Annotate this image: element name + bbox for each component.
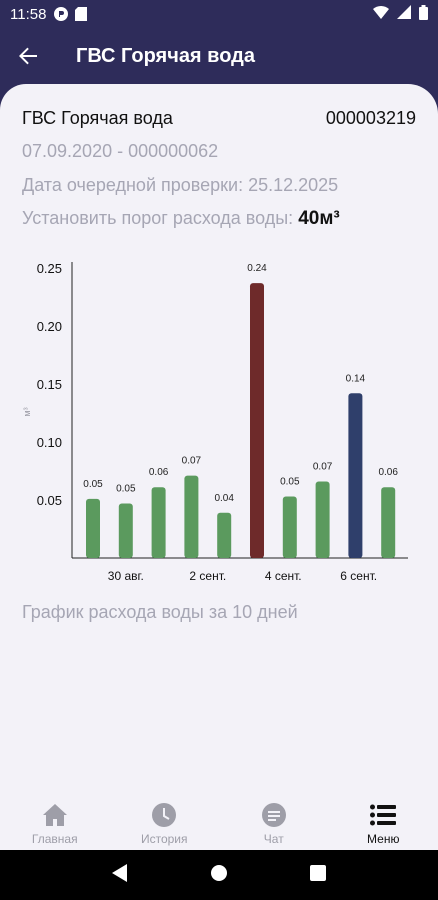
- meter-header-row: ГВС Горячая вода 000003219: [22, 108, 416, 129]
- signal-icon: [397, 5, 411, 23]
- bar: [184, 475, 199, 558]
- meter-date-line: 07.09.2020 - 000000062: [22, 141, 219, 161]
- consumption-chart: м³ 0.05 0.10 0.15 0.20 0.25 0.05 0.05 0.06 0.07 0.…: [22, 261, 408, 583]
- app-notification-icon: [54, 7, 69, 21]
- clock-icon: [151, 802, 177, 828]
- x-tick-label: 30 авг.: [108, 569, 144, 583]
- x-tick-label: 4 сент.: [265, 569, 302, 583]
- bar-value-label: 0.07: [182, 456, 202, 467]
- square-recents-icon: [310, 864, 327, 881]
- nav-label-history: История: [140, 832, 188, 846]
- chart-caption: График расхода воды за 10 дней: [22, 602, 298, 622]
- app-bar: ГВС Горячая вода: [0, 28, 438, 84]
- bar-value-label: 0.05: [83, 479, 103, 490]
- y-tick-label: 0.25: [37, 261, 62, 276]
- content-sheet: ГВС Горячая вода 000003219 07.09.2020 - …: [0, 84, 438, 850]
- bar-value-label: 0.07: [313, 461, 333, 472]
- bar: [151, 487, 166, 558]
- system-navigation-bar: [0, 850, 438, 900]
- triangle-back-icon: [111, 863, 127, 882]
- system-recents-button[interactable]: [310, 864, 327, 886]
- x-tick-label: 6 сент.: [340, 569, 377, 583]
- bar: [86, 498, 100, 558]
- nav-item-chat[interactable]: Чат: [219, 796, 329, 850]
- x-tick-label: 2 сент.: [189, 569, 226, 583]
- menu-icon: [370, 802, 397, 828]
- system-back-button[interactable]: [111, 863, 128, 887]
- bar: [118, 503, 133, 558]
- threshold-row[interactable]: Установить порог расхода воды: 40м³: [22, 208, 340, 230]
- bar-value-label: 0.14: [346, 373, 366, 384]
- wifi-icon: [373, 5, 389, 23]
- nav-item-history[interactable]: История: [110, 796, 220, 850]
- nav-label-home: Главная: [31, 832, 78, 846]
- status-time: 11:58: [10, 5, 47, 23]
- chat-icon: [261, 802, 287, 828]
- nav-item-menu[interactable]: Меню: [329, 796, 438, 850]
- meter-number: 000003219: [325, 108, 416, 128]
- bar-value-label: 0.05: [116, 483, 136, 494]
- bar: [217, 512, 232, 558]
- page-title: ГВС Горячая вода: [76, 44, 255, 67]
- circle-home-icon: [210, 864, 227, 881]
- sd-card-icon: [74, 7, 88, 21]
- nav-item-home[interactable]: Главная: [0, 796, 110, 850]
- bar-value-label: 0.06: [149, 467, 169, 478]
- home-icon: [42, 802, 68, 828]
- bar-value-label: 0.24: [247, 263, 267, 274]
- y-tick-label: 0.05: [37, 493, 62, 508]
- bar-value-label: 0.04: [214, 493, 234, 504]
- y-tick-label: 0.10: [37, 435, 62, 450]
- bottom-navigation: Главная История Чат Меню: [0, 796, 438, 850]
- bar-value-label: 0.06: [378, 467, 398, 478]
- y-axis-label: м³: [22, 407, 32, 416]
- meter-name: ГВС Горячая вода: [22, 108, 173, 128]
- bar: [250, 283, 264, 558]
- threshold-label: Установить порог расхода воды:: [22, 208, 294, 228]
- nav-label-menu: Меню: [367, 832, 400, 846]
- back-button[interactable]: [0, 28, 56, 84]
- bar: [315, 481, 330, 558]
- nav-label-chat: Чат: [263, 832, 284, 846]
- arrow-back-icon: [19, 47, 37, 65]
- bar: [348, 393, 363, 558]
- bar: [282, 496, 297, 558]
- y-tick-label: 0.20: [37, 319, 62, 334]
- y-tick-label: 0.15: [37, 377, 62, 392]
- battery-icon: [419, 4, 428, 24]
- next-check-date: Дата очередной проверки: 25.12.2025: [22, 175, 339, 195]
- status-bar: 11:58: [0, 0, 438, 28]
- threshold-value[interactable]: 40м³: [298, 208, 340, 229]
- system-home-button[interactable]: [210, 864, 227, 886]
- bar: [381, 487, 396, 558]
- bar-value-label: 0.05: [280, 477, 300, 488]
